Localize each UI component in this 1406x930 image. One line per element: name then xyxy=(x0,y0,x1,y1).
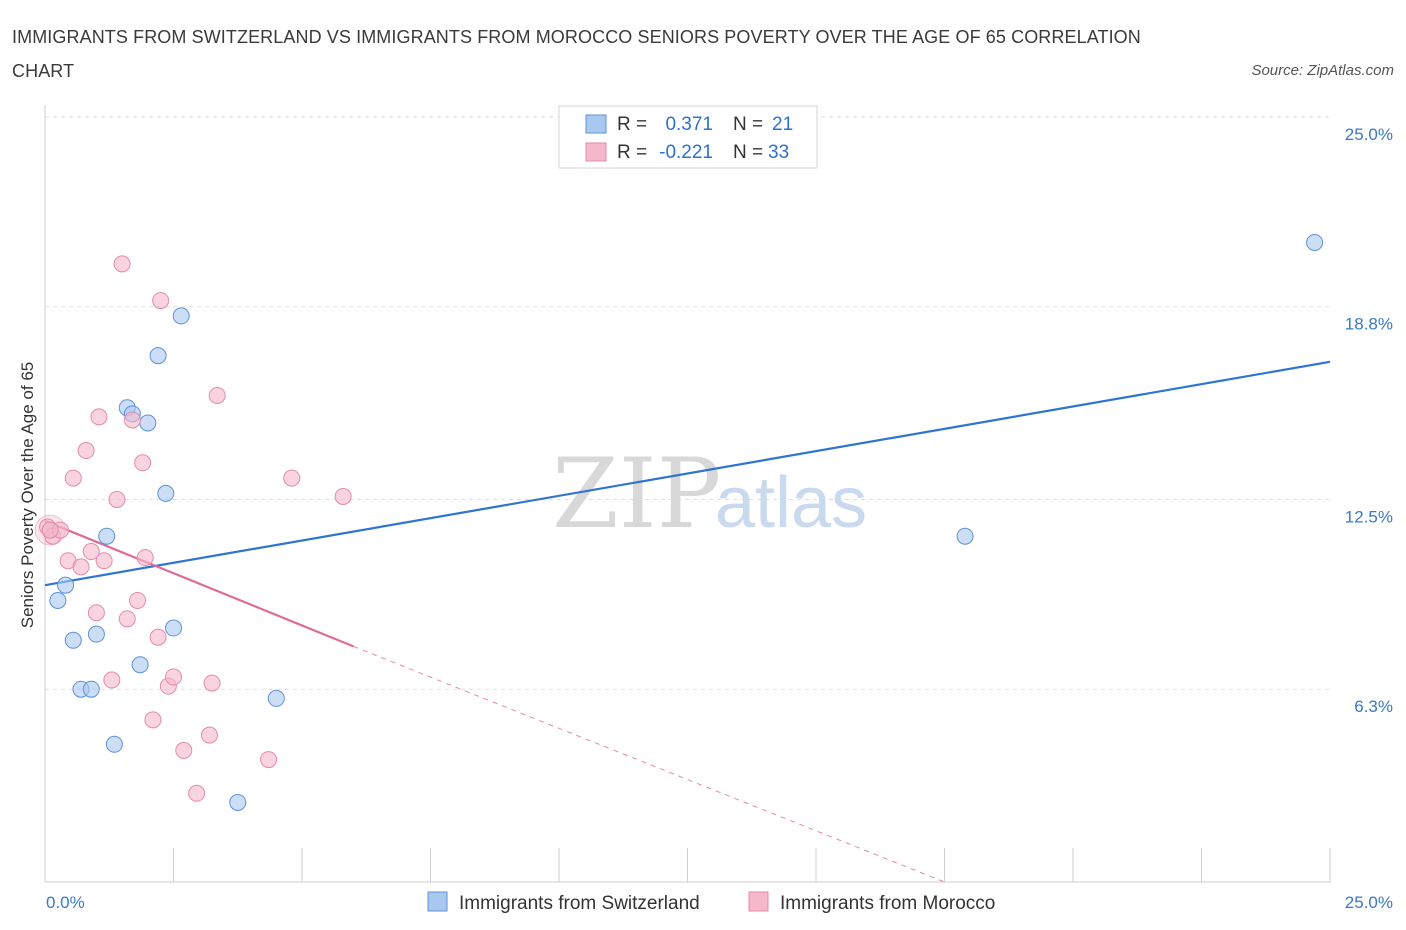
point-morocco xyxy=(136,549,154,567)
point-switzerland xyxy=(172,307,190,325)
legend-n-label: N = xyxy=(733,114,763,135)
point-morocco xyxy=(77,442,95,460)
point-morocco xyxy=(113,255,131,273)
source-credit: Source: ZipAtlas.com xyxy=(1251,62,1394,79)
point-switzerland xyxy=(98,527,116,545)
legend-n-value: 21 xyxy=(772,114,793,135)
legend-r-label: R = xyxy=(617,114,647,135)
legend-n-value: 33 xyxy=(768,142,789,163)
grid-lines xyxy=(45,116,1330,690)
point-morocco xyxy=(123,411,141,429)
watermark: ZIP atlas xyxy=(552,438,867,550)
y-tick-label: 6.3% xyxy=(1354,697,1393,716)
trend-line-morocco xyxy=(44,519,354,648)
point-switzerland xyxy=(139,414,157,432)
legend-swatch-switzerland xyxy=(585,114,607,134)
y-axis-label: Seniors Poverty Over the Age of 65 xyxy=(18,362,37,628)
point-morocco xyxy=(149,628,167,646)
x-tick-label: 0.0% xyxy=(46,893,85,912)
point-switzerland xyxy=(49,591,67,609)
point-morocco xyxy=(103,671,121,689)
y-tick-labels: 6.3% 12.5% 18.8% 25.0% xyxy=(1345,125,1393,716)
point-morocco xyxy=(152,292,170,310)
point-morocco xyxy=(175,741,193,759)
point-switzerland xyxy=(64,631,82,649)
point-switzerland xyxy=(956,527,974,545)
point-morocco xyxy=(188,784,206,802)
point-morocco xyxy=(260,751,278,769)
trend-line-switzerland xyxy=(44,360,1331,587)
data-points xyxy=(34,233,1324,811)
point-morocco xyxy=(208,386,226,404)
point-morocco xyxy=(134,454,152,472)
point-morocco xyxy=(283,469,301,487)
y-tick-label: 18.8% xyxy=(1345,315,1393,334)
point-morocco xyxy=(129,591,147,609)
point-morocco xyxy=(87,604,105,622)
point-morocco xyxy=(72,558,90,576)
trend-line-morocco-extension xyxy=(353,645,945,883)
point-morocco xyxy=(203,674,221,692)
point-switzerland xyxy=(165,619,182,637)
point-morocco xyxy=(118,610,136,628)
point-switzerland xyxy=(267,689,285,707)
point-switzerland xyxy=(57,576,75,594)
point-morocco xyxy=(165,668,182,686)
point-morocco xyxy=(200,726,218,744)
chart-title: IMMIGRANTS FROM SWITZERLAND VS IMMIGRANT… xyxy=(12,27,1141,81)
trend-lines xyxy=(44,360,1331,883)
legend-box: R = 0.371 N = 21 R = -0.221 N = 33 xyxy=(558,105,818,169)
point-morocco xyxy=(144,711,162,729)
axes xyxy=(44,105,1331,883)
point-switzerland xyxy=(105,735,123,753)
point-switzerland xyxy=(149,347,167,365)
point-morocco xyxy=(108,491,126,508)
bottom-legend-swatch-morocco xyxy=(748,891,769,912)
y-tick-label: 25.0% xyxy=(1345,125,1393,144)
point-switzerland xyxy=(157,484,175,502)
legend-r-value: -0.221 xyxy=(659,142,713,163)
point-morocco xyxy=(334,487,352,505)
point-morocco xyxy=(90,408,108,426)
point-morocco xyxy=(64,469,82,487)
point-morocco xyxy=(82,543,100,561)
watermark-atlas: atlas xyxy=(715,463,867,543)
point-switzerland xyxy=(229,793,247,811)
legend-r-label: R = xyxy=(617,142,647,163)
y-tick-label: 12.5% xyxy=(1345,508,1393,527)
point-switzerland xyxy=(1306,233,1324,251)
legend-r-value: 0.371 xyxy=(665,114,713,135)
watermark-zip: ZIP xyxy=(552,438,721,550)
point-switzerland xyxy=(82,680,100,698)
bottom-legend-label-switzerland: Immigrants from Switzerland xyxy=(459,893,700,914)
legend-n-label: N = xyxy=(733,142,763,163)
x-tick-label: 25.0% xyxy=(1345,893,1393,912)
point-morocco xyxy=(41,521,59,539)
point-morocco xyxy=(95,552,113,570)
bottom-legend: Immigrants from Switzerland Immigrants f… xyxy=(427,891,995,914)
legend-swatch-morocco xyxy=(585,142,607,162)
x-tick-labels: 0.0% 25.0% xyxy=(46,893,1393,912)
point-switzerland xyxy=(87,625,105,643)
point-switzerland xyxy=(131,656,149,674)
bottom-legend-swatch-switzerland xyxy=(427,891,448,912)
bottom-legend-label-morocco: Immigrants from Morocco xyxy=(780,893,995,914)
